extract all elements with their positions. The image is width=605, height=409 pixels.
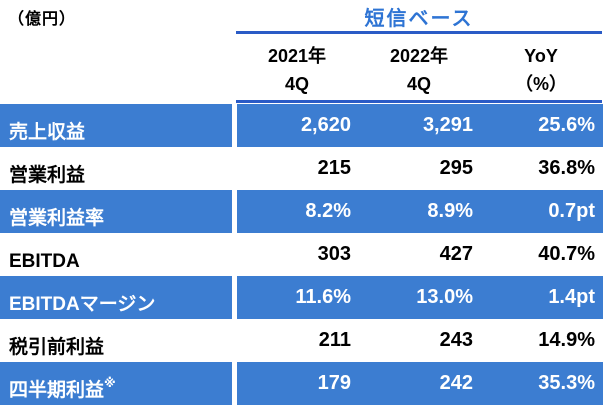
cell-value: 215 (317, 157, 351, 179)
cell-value: 0.7pt (548, 200, 595, 222)
table-row: EBITDAマージン 11.6% 13.0% 1.4pt (0, 276, 605, 319)
cell-value: 295 (439, 157, 473, 179)
header-rule-top (236, 31, 602, 34)
column-header-2022-4q: 2022年 4Q (389, 46, 449, 94)
row-label-suffix: ※ (104, 376, 116, 390)
table-row: 営業利益率 8.2% 8.9% 0.7pt (0, 190, 605, 233)
cell-value: 8.2% (305, 200, 351, 222)
cell-value: 1.4pt (548, 286, 595, 308)
cell-value: 40.7% (538, 243, 595, 265)
column-header-2021-4q: 2021年 4Q (267, 46, 327, 94)
cell-value: 14.9% (538, 329, 595, 351)
row-label-text: EBITDA (9, 251, 80, 272)
row-label-text: 売上収益 (9, 122, 86, 143)
row-data: 215 295 36.8% (237, 147, 603, 190)
cell-value: 211 (318, 329, 351, 351)
row-label-text: 営業利益率 (9, 208, 105, 229)
cell-value: 35.3% (538, 372, 595, 394)
cell-value: 25.6% (538, 114, 595, 136)
column-header-yoy: YoY （%） (514, 46, 567, 94)
row-data: 211 243 14.9% (237, 319, 603, 362)
row-label: 四半期利益※ (0, 362, 232, 405)
row-label-text: 四半期利益 (9, 380, 105, 401)
row-label: 税引前利益 (0, 319, 232, 362)
cell-value: 36.8% (538, 157, 595, 179)
row-label: 営業利益 (0, 147, 232, 190)
column-headers: 2021年 4Q 2022年 4Q YoY （%） (236, 42, 602, 98)
row-data: 11.6% 13.0% 1.4pt (237, 276, 603, 319)
row-label-text: 税引前利益 (9, 337, 105, 358)
table-body: 売上収益 2,620 3,291 25.6% 営業利益 215 295 36.8… (0, 104, 605, 405)
table-row: 営業利益 215 295 36.8% (0, 147, 605, 190)
row-data: 8.2% 8.9% 0.7pt (237, 190, 603, 233)
row-label: EBITDAマージン (0, 276, 232, 319)
row-label: EBITDA (0, 233, 232, 276)
row-label-text: 営業利益 (9, 165, 86, 186)
cell-value: 3,291 (422, 114, 473, 136)
table-row: 税引前利益 211 243 14.9% (0, 319, 605, 362)
cell-value: 179 (317, 372, 351, 394)
cell-value: 242 (439, 372, 473, 394)
table-row: 四半期利益※ 179 242 35.3% (0, 362, 605, 405)
basis-title: 短信ベース (364, 8, 474, 30)
cell-value: 243 (439, 329, 473, 351)
cell-value: 303 (317, 243, 351, 265)
row-data: 179 242 35.3% (237, 362, 603, 405)
cell-value: 11.6% (295, 286, 351, 308)
header-rule-bottom (236, 100, 602, 103)
row-data: 2,620 3,291 25.6% (237, 104, 603, 147)
row-label: 営業利益率 (0, 190, 232, 233)
table-row: 売上収益 2,620 3,291 25.6% (0, 104, 605, 147)
cell-value: 2,620 (300, 114, 351, 136)
cell-value: 427 (439, 243, 473, 265)
row-data: 303 427 40.7% (237, 233, 603, 276)
cell-value: 8.9% (427, 200, 473, 222)
unit-label: （億円） (8, 11, 77, 28)
table-row: EBITDA 303 427 40.7% (0, 233, 605, 276)
row-label-text: EBITDAマージン (9, 294, 156, 315)
row-label: 売上収益 (0, 104, 232, 147)
cell-value: 13.0% (416, 286, 473, 308)
